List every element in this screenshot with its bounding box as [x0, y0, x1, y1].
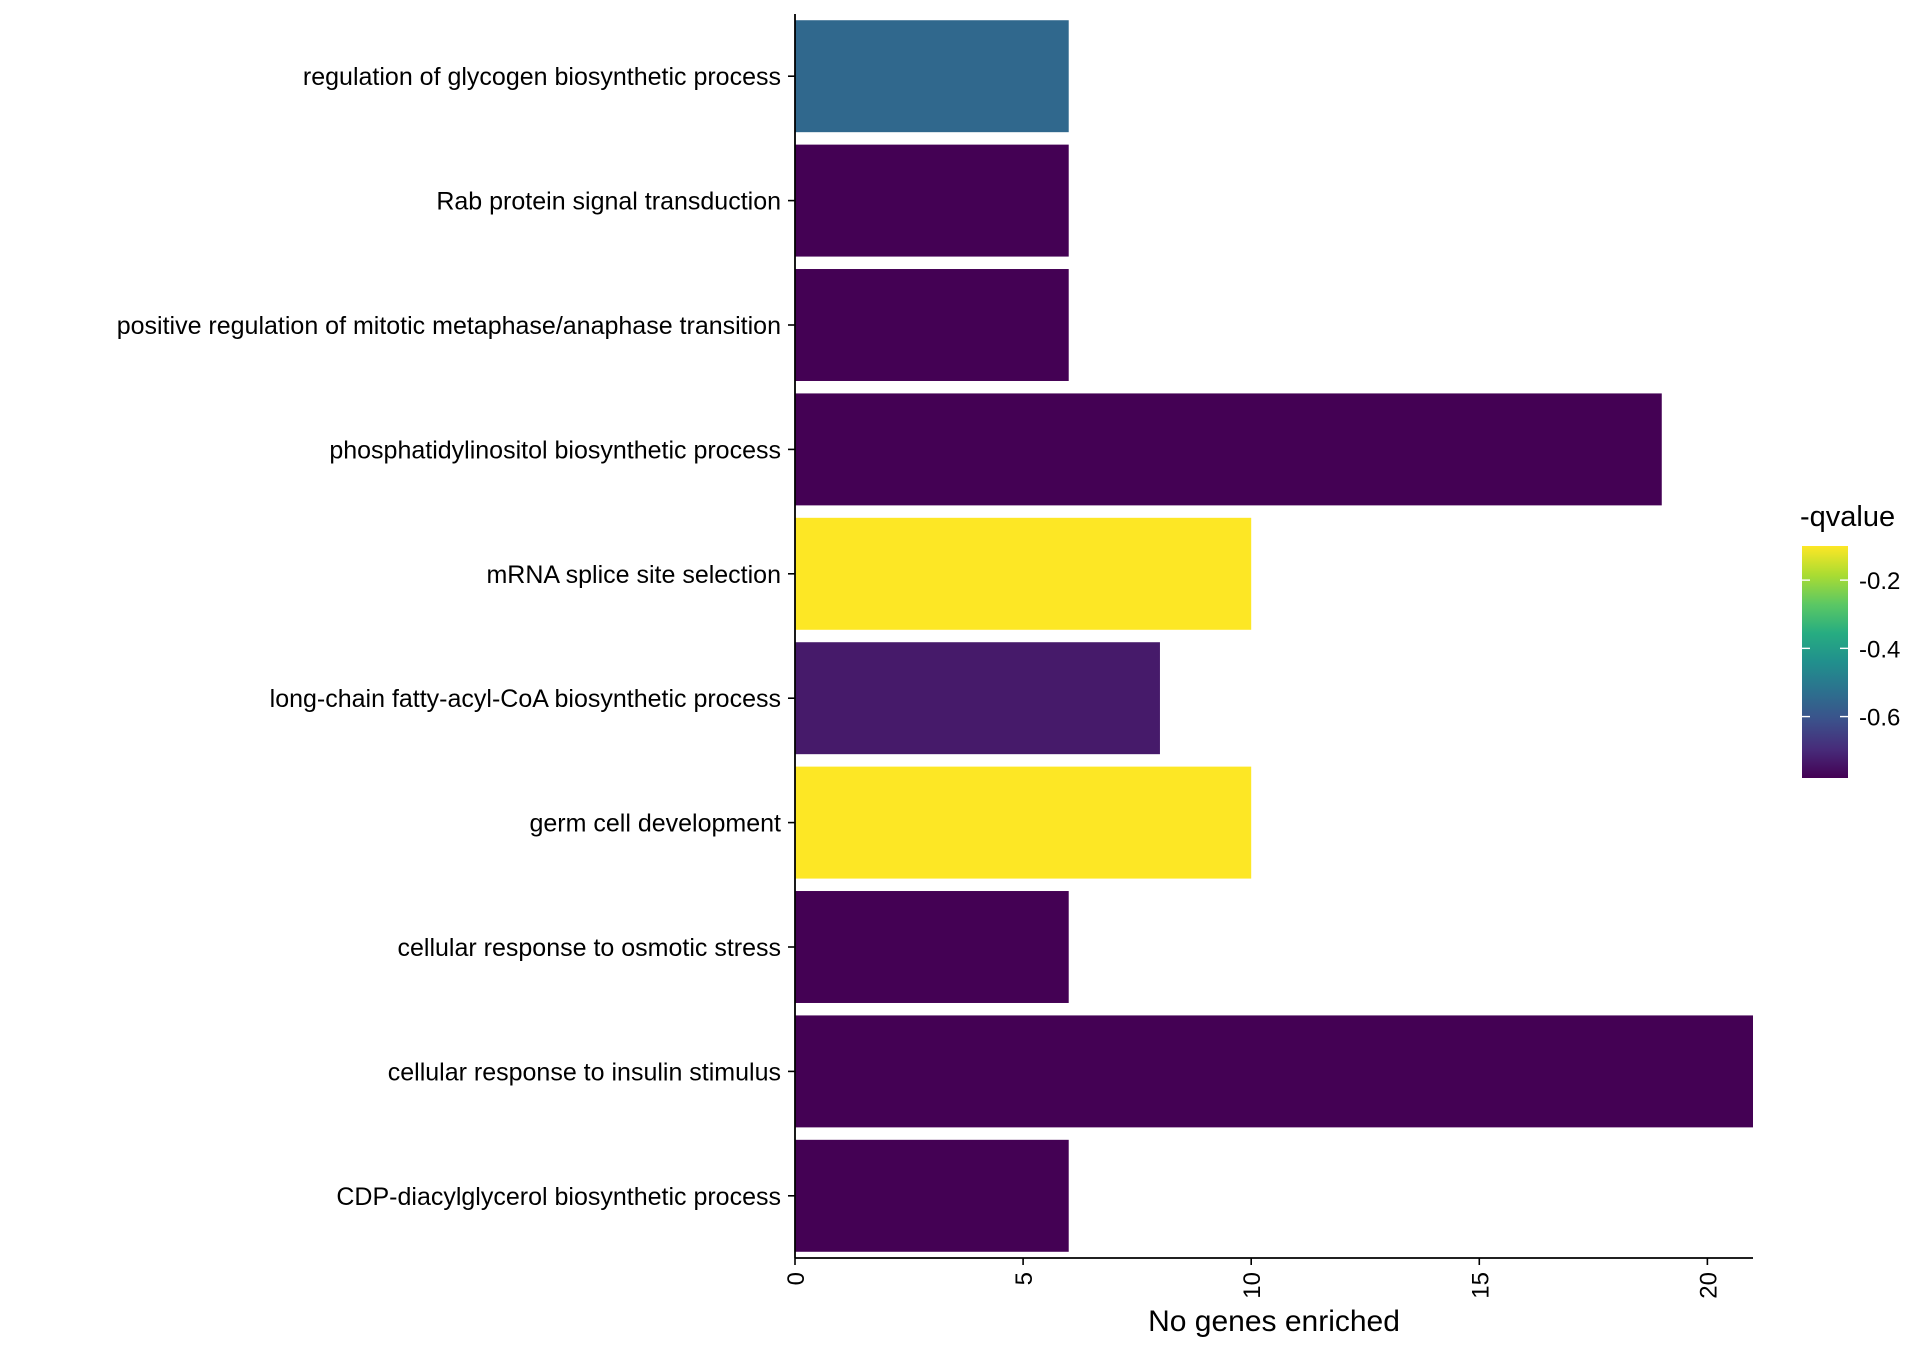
bar [795, 517, 1252, 630]
bar [795, 393, 1662, 506]
x-tick-label: 10 [1239, 1272, 1266, 1299]
x-tick-label: 20 [1695, 1272, 1722, 1299]
x-tick-label: 5 [1011, 1272, 1038, 1285]
legend-title: -qvalue [1800, 501, 1895, 533]
y-tick-label: CDP-diacylglycerol biosynthetic process [336, 1183, 781, 1211]
y-tick-label: Rab protein signal transduction [436, 188, 781, 216]
y-tick-label: mRNA splice site selection [486, 561, 781, 589]
y-tick-label: cellular response to insulin stimulus [388, 1058, 781, 1086]
x-tick-label: 15 [1467, 1272, 1494, 1299]
bar [795, 269, 1069, 381]
y-tick-label: long-chain fatty-acyl-CoA biosynthetic p… [270, 685, 781, 713]
y-tick-label: phosphatidylinositol biosynthetic proces… [329, 436, 781, 464]
y-tick-label: regulation of glycogen biosynthetic proc… [303, 63, 781, 91]
bar [795, 891, 1069, 1003]
y-tick-label: positive regulation of mitotic metaphase… [117, 312, 781, 340]
legend-tick-label: -0.6 [1859, 705, 1900, 732]
legend-tick-label: -0.4 [1859, 636, 1900, 663]
y-axis: regulation of glycogen biosynthetic proc… [117, 14, 796, 1258]
x-axis-title: No genes enriched [1148, 1305, 1400, 1338]
colorbar [1802, 546, 1848, 778]
bar [795, 766, 1252, 879]
legend-tick-label: -0.2 [1859, 568, 1900, 595]
x-tick-label: 0 [783, 1272, 810, 1285]
bars-layer [795, 20, 1753, 1252]
bar [795, 20, 1069, 133]
bar [795, 1015, 1753, 1128]
bar [795, 1139, 1069, 1252]
x-axis: 0 5 10 15 20 [783, 1257, 1753, 1299]
color-legend: -qvalue -0.2 -0.4 -0.6 [1800, 501, 1900, 778]
bar [795, 144, 1069, 257]
y-tick-label: cellular response to osmotic stress [398, 934, 781, 962]
y-tick-label: germ cell development [529, 810, 781, 838]
bar [795, 642, 1160, 755]
